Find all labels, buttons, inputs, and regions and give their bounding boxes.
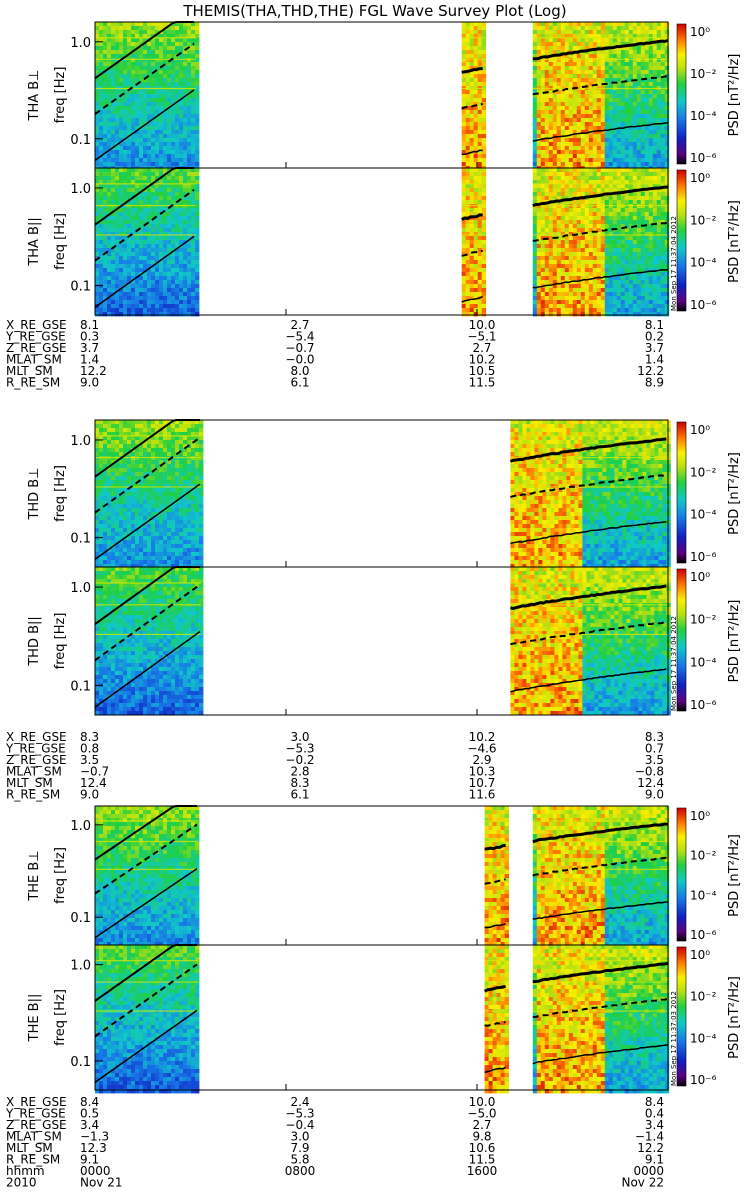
colorbar [677,170,686,311]
colorbar-tick-label: 10⁻⁴ [690,508,717,522]
colorbar-tick-label: 10⁰ [690,570,710,584]
spectrogram-panel: 1.0 0.1 THA B|| freq [Hz] 10⁰ 10⁻² 10⁻⁴ 10⁻⁶ PSD… [27,168,742,316]
colorbar-tick-label: 10⁰ [690,171,710,185]
plot-timestamp: Mon Sep 17 11:37:03 2012 [670,991,678,1086]
colorbar-tick-label: 10⁻⁶ [690,151,717,165]
panel-ylabel: THA B|| [27,217,42,266]
spectrogram-cells [95,168,669,316]
panel-ylabel: THE B|| [27,994,42,1043]
colorbar-tick-label: 10⁻⁴ [690,256,717,270]
colorbar-tick-label: 10⁻⁶ [690,1073,717,1087]
y-tick-label: 0.1 [70,679,91,694]
colorbar-tick-label: 10⁻² [690,67,717,81]
spectrogram-panel: 1.0 0.1 THA B⊥ freq [Hz] 10⁰ 10⁻² 10⁻⁴ 10⁻⁶ PSD … [27,22,742,170]
colorbar-tick-label: 10⁻⁶ [690,550,717,564]
ephemeris-value: 6.1 [290,788,309,802]
ephemeris-value: 9.0 [645,788,664,802]
colorbar-tick-label: 10⁻⁴ [690,888,717,902]
colorbar [677,569,686,711]
colorbar-tick-label: 10⁻⁶ [690,298,717,312]
colorbar-tick-label: 10⁻⁶ [690,698,717,712]
ephemeris-value: 0800 [285,1164,316,1178]
ephemeris-value: 1600 [467,1164,498,1178]
plot-timestamp: Mon Sep 17 11:37:04 2012 [670,216,678,311]
colorbar-tick-label: 10⁻² [690,990,717,1004]
ephemeris-value: Nov 22 [621,1176,664,1190]
panel-ylabel: THD B|| [27,616,42,667]
colorbar-label: PSD [nT²/Hz] [727,200,742,283]
spectrogram-panel: 1.0 0.1 THD B|| freq [Hz] 10⁰ 10⁻² 10⁻⁴ 10⁻⁶ PSD… [27,567,742,715]
chart-title: THEMIS(THA,THD,THE) FGL Wave Survey Plot… [182,2,566,20]
spectrogram-panel: 1.0 0.1 THE B|| freq [Hz] 10⁰ 10⁻² 10⁻⁴ 10⁻⁶ PSD… [27,945,742,1093]
ephemeris-value: Nov 21 [80,1176,123,1190]
y-tick-label: 1.0 [70,819,91,834]
colorbar-tick-label: 10⁻² [690,613,717,627]
y-tick-label: 0.1 [70,911,91,926]
colorbar [677,808,686,941]
panel-ylabel: THD B⊥ [27,467,42,520]
spectrogram-cells [95,420,671,568]
ephemeris-value: 9.0 [80,788,99,802]
y-tick-label: 0.1 [70,133,91,148]
colorbar-tick-label: 10⁻⁴ [690,1031,717,1045]
ephemeris-value: 11.5 [469,376,496,390]
colorbar-label: PSD [nT²/Hz] [727,600,742,683]
spectrogram-panel: 1.0 0.1 THE B⊥ freq [Hz] 10⁰ 10⁻² 10⁻⁴ 10⁻⁶ PSD … [27,806,742,946]
y-tick-label: 0.1 [70,1055,91,1070]
ephemeris-label: R_RE_SM [6,788,60,802]
ephemeris-table-tha: X_RE_GSE 8.1 2.7 10.0 8.1Y_RE_GSE 0.3 −5.4 −5.1… [5,318,664,390]
colorbar-tick-label: 10⁰ [690,423,710,437]
ephemeris-label: R_RE_SM [6,376,60,390]
y-tick-label: 0.1 [70,280,91,295]
plot-timestamp: Mon Sep 17 11:37:04 2012 [670,616,678,711]
colorbar-tick-label: 10⁻⁴ [690,109,717,123]
y-tick-label: 0.1 [70,532,91,547]
freq-axis-label: freq [Hz] [53,67,68,124]
panel-ylabel: THA B⊥ [27,70,42,122]
ephemeris-value: 9.0 [80,376,99,390]
spectrogram-panel: 1.0 0.1 THD B⊥ freq [Hz] 10⁰ 10⁻² 10⁻⁴ 10⁻⁶ PSD … [27,420,742,568]
spectrogram-cells [95,567,671,715]
spectrogram-cells [95,945,669,1093]
colorbar-label: PSD [nT²/Hz] [727,452,742,535]
ephemeris-value: 6.1 [290,376,309,390]
colorbar-tick-label: 10⁻² [690,849,717,863]
spectrogram-cells [95,22,669,170]
freq-axis-label: freq [Hz] [53,989,68,1046]
ephemeris-table-the: X_RE_GSE 8.4 2.4 10.0 8.4Y_RE_GSE 0.5 −5.3 −5.0… [5,1095,664,1190]
colorbar [677,24,686,164]
colorbar-tick-label: 10⁻² [690,213,717,227]
colorbar-label: PSD [nT²/Hz] [727,54,742,137]
panel-ylabel: THE B⊥ [27,850,42,901]
y-tick-label: 1.0 [70,182,91,197]
colorbar-tick-label: 10⁰ [690,25,710,39]
y-tick-label: 1.0 [70,581,91,596]
y-tick-label: 1.0 [70,959,91,974]
ephemeris-table-thd: X_RE_GSE 8.3 3.0 10.2 8.3Y_RE_GSE 0.8 −5.3 −4.6… [5,730,664,802]
ephemeris-value: 8.9 [645,376,664,390]
y-tick-label: 1.0 [70,434,91,449]
freq-axis-label: freq [Hz] [53,465,68,522]
ephemeris-label: 2010 [6,1176,37,1190]
colorbar-label: PSD [nT²/Hz] [727,976,742,1059]
colorbar-tick-label: 10⁰ [690,948,710,962]
freq-axis-label: freq [Hz] [53,847,68,904]
colorbar-tick-label: 10⁻⁶ [690,928,717,942]
spectrogram-cells [95,806,669,946]
colorbar-tick-label: 10⁰ [690,809,710,823]
colorbar-tick-label: 10⁻⁴ [690,655,717,669]
colorbar-tick-label: 10⁻² [690,465,717,479]
freq-axis-label: freq [Hz] [53,613,68,670]
y-tick-label: 1.0 [70,36,91,51]
colorbar [677,422,686,563]
wave-survey-chart: THEMIS(THA,THD,THE) FGL Wave Survey Plot… [0,0,750,1200]
ephemeris-value: 11.6 [469,788,496,802]
colorbar-label: PSD [nT²/Hz] [727,834,742,917]
colorbar [677,947,686,1086]
freq-axis-label: freq [Hz] [53,213,68,270]
